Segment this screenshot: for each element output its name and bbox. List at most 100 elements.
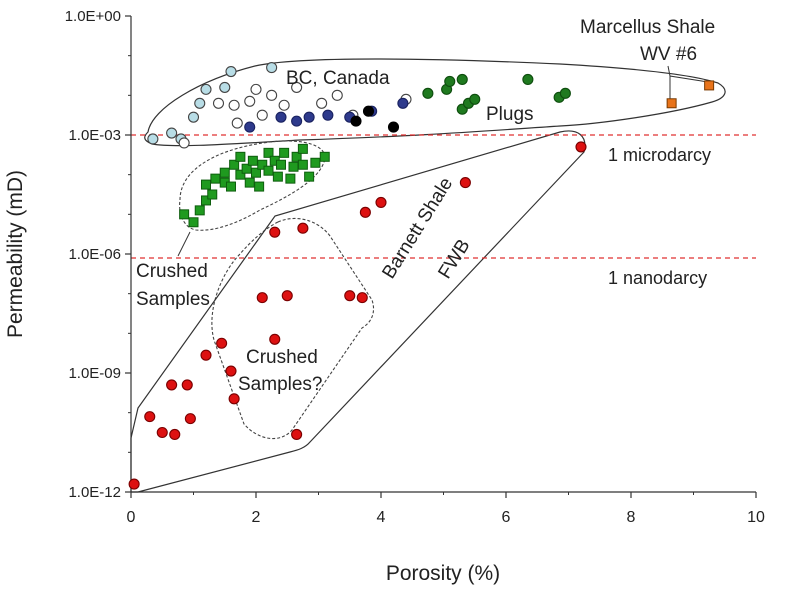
data-point-circle xyxy=(144,411,156,423)
data-point-circle xyxy=(459,177,471,189)
data-point-square xyxy=(291,151,302,162)
crushed-q-label-line2: Samples? xyxy=(238,374,323,395)
data-point-circle xyxy=(522,73,534,86)
y-tick-label: 1.0E-06 xyxy=(68,246,121,263)
data-point-square xyxy=(297,143,308,154)
data-point-circle xyxy=(169,428,181,441)
data-point-square xyxy=(226,181,236,192)
data-point-circle xyxy=(344,290,356,302)
data-point-circle xyxy=(291,115,303,127)
data-point-circle xyxy=(184,413,196,425)
data-point-square xyxy=(285,173,296,184)
data-point-circle xyxy=(359,206,371,218)
data-point-circle xyxy=(322,109,334,121)
data-point-circle xyxy=(181,379,193,391)
data-point-circle xyxy=(350,115,362,127)
data-point-circle xyxy=(194,97,206,109)
data-point-circle xyxy=(269,333,281,345)
x-tick-label: 8 xyxy=(627,509,636,526)
data-point-circle xyxy=(316,97,328,109)
data-point-square xyxy=(244,177,255,188)
data-point-square xyxy=(207,189,218,200)
data-point-square xyxy=(272,171,283,182)
data-point-circle xyxy=(278,99,290,111)
data-point-circle xyxy=(256,109,268,121)
data-point-circle xyxy=(156,426,168,439)
x-axis-title: Porosity (%) xyxy=(386,562,500,585)
data-points xyxy=(128,62,715,490)
data-point-circle xyxy=(200,349,212,361)
data-point-circle xyxy=(291,81,303,93)
data-point-circle xyxy=(291,428,303,441)
data-point-circle xyxy=(212,97,225,109)
data-point-circle xyxy=(225,365,237,377)
data-point-square xyxy=(179,209,190,220)
data-point-circle xyxy=(559,87,571,99)
data-point-circle xyxy=(231,117,243,129)
data-point-square xyxy=(704,80,715,91)
reference-line-label: 1 microdarcy xyxy=(608,145,711,165)
crushed-q-label-line1: Crushed xyxy=(246,347,318,368)
data-point-square xyxy=(247,155,258,166)
data-point-square xyxy=(188,217,199,228)
data-point-circle xyxy=(397,97,409,109)
marcellus-label-line2: WV #6 xyxy=(640,44,697,65)
bc-canada-label: BC, Canada xyxy=(286,68,390,89)
y-axis-title: Permeability (mD) xyxy=(4,170,27,338)
data-point-square xyxy=(276,159,286,170)
data-point-circle xyxy=(166,127,178,139)
data-point-circle xyxy=(244,121,256,133)
y-tick-label: 1.0E-03 xyxy=(68,127,121,144)
data-point-square xyxy=(219,167,230,178)
data-point-circle xyxy=(244,95,256,107)
data-point-circle xyxy=(456,73,468,86)
data-point-square xyxy=(229,159,240,170)
data-point-circle xyxy=(250,83,262,95)
data-point-circle xyxy=(256,292,268,304)
marcellus-label-line1: Marcellus Shale xyxy=(580,17,715,38)
data-point-circle xyxy=(266,89,278,101)
data-point-circle xyxy=(387,121,400,133)
data-point-circle xyxy=(469,93,481,105)
data-point-square xyxy=(319,151,330,162)
crushed-label-line2: Samples xyxy=(136,289,210,310)
data-point-square xyxy=(201,195,211,206)
data-point-square xyxy=(257,159,268,170)
data-point-square xyxy=(279,147,290,158)
data-point-circle xyxy=(187,111,200,123)
reference-line-label: 1 nanodarcy xyxy=(608,268,707,288)
annotation-leaders xyxy=(177,65,709,257)
data-point-square xyxy=(263,165,274,176)
bc-plugs-marcellus-region xyxy=(144,58,726,147)
data-point-square xyxy=(263,147,274,158)
data-point-circle xyxy=(575,141,587,153)
data-point-circle xyxy=(303,111,315,123)
data-point-circle xyxy=(266,62,278,74)
x-tick-label: 2 xyxy=(252,509,261,526)
barnett-label-line2: FWB xyxy=(434,236,474,283)
x-ticks: 0 2 4 6 8 10 xyxy=(127,492,765,526)
crushed-label-line1: Crushed xyxy=(136,261,208,282)
crushed-samples-question-region xyxy=(211,218,375,440)
data-point-circle xyxy=(297,222,309,234)
data-point-circle xyxy=(228,393,240,405)
data-point-square xyxy=(254,181,265,192)
y-ticks: 1.0E-12 1.0E-09 1.0E-06 1.0E-03 1.0E+00 xyxy=(65,8,131,501)
data-point-square xyxy=(235,169,246,180)
data-point-circle xyxy=(166,379,178,391)
crushed-leader-line xyxy=(177,231,191,257)
data-point-square xyxy=(304,171,315,182)
data-point-square xyxy=(288,161,299,172)
data-point-circle xyxy=(228,99,240,111)
data-point-circle xyxy=(362,105,375,117)
axes: 0 2 4 6 8 10 1.0E-121.0E-091.0E-061.0E-031.0E… xyxy=(65,8,765,526)
data-point-circle xyxy=(219,81,231,93)
y-tick-label: 1.0E-09 xyxy=(68,365,121,382)
data-point-circle xyxy=(356,292,368,304)
data-point-circle xyxy=(216,337,228,349)
y-tick-label: 1.0E+00 xyxy=(65,8,121,25)
data-point-square xyxy=(210,173,221,184)
data-point-circle xyxy=(275,111,287,123)
data-point-circle xyxy=(128,478,140,490)
